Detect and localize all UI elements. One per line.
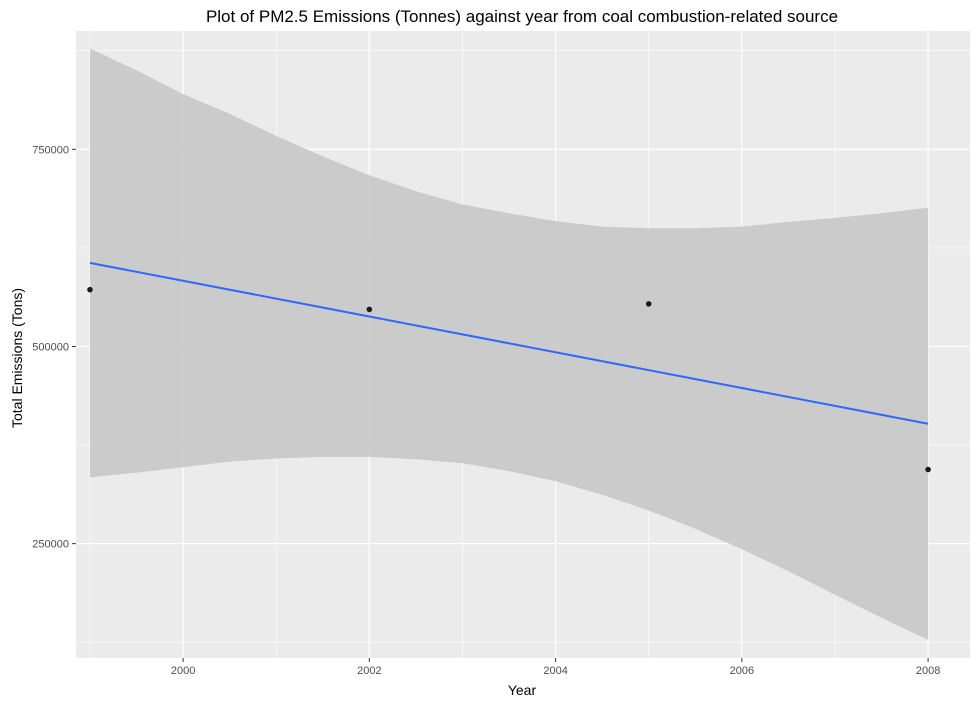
y-tick-label: 750000 [32, 144, 69, 156]
trend-line [89, 261, 929, 425]
x-tick-label: 2000 [171, 665, 195, 677]
x-tick-label: 2004 [543, 665, 567, 677]
y-axis-title: Total Emissions (Tons) [9, 288, 25, 428]
x-tick-label: 2002 [357, 665, 381, 677]
axes: 2000 2002 2004 2006 2008 250000 500000 750000 [32, 144, 940, 677]
plot-panel [76, 31, 970, 658]
y-tick-label: 250000 [32, 539, 69, 551]
data-point [925, 466, 931, 473]
chart-title: Plot of PM2.5 Emissions (Tonnes) against… [206, 7, 838, 26]
x-tick-label: 2006 [730, 665, 754, 677]
y-tick-label: 500000 [32, 341, 69, 353]
data-point [87, 286, 93, 293]
data-point [366, 306, 373, 313]
data-point [645, 301, 652, 307]
x-axis-title: Year [508, 682, 537, 698]
x-tick-label: 2008 [916, 665, 940, 677]
